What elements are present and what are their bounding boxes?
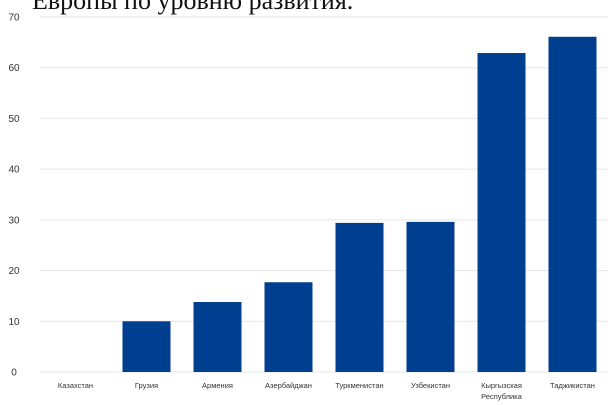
x-axis-ticks: Казахстан Грузия Армения Азербайджан Туркмен… [58,381,595,401]
y-tick-label: 10 [8,317,20,328]
y-tick-label: 70 [8,13,20,24]
x-tick-label: Казахстан [58,381,93,390]
y-tick-label: 30 [8,215,20,226]
y-tick-label: 40 [8,165,20,176]
chart-title-fragment: Европы по уровню развития. [32,0,354,15]
bar [548,36,597,373]
bar [193,302,242,372]
x-tick-label: Узбекистан [411,381,450,390]
x-tick-label: Таджикистан [550,381,595,390]
bars [122,36,597,373]
x-tick-label: Грузия [135,381,158,390]
x-tick-label: Туркменистан [335,381,383,390]
y-tick-label: 60 [8,63,20,74]
y-tick-label: 50 [8,114,20,125]
y-axis-ticks: 0 10 20 30 40 50 60 70 [8,13,20,379]
x-tick-label: Азербайджан [265,381,312,390]
y-tick-label: 0 [11,368,17,379]
bar [477,53,526,372]
bar [122,321,171,372]
x-tick-label: Армения [202,381,233,390]
bar [264,282,313,372]
y-tick-label: 20 [8,266,20,277]
bar [406,221,455,372]
x-tick-label: Кыргызская Республика [481,381,523,401]
bar [335,222,384,372]
